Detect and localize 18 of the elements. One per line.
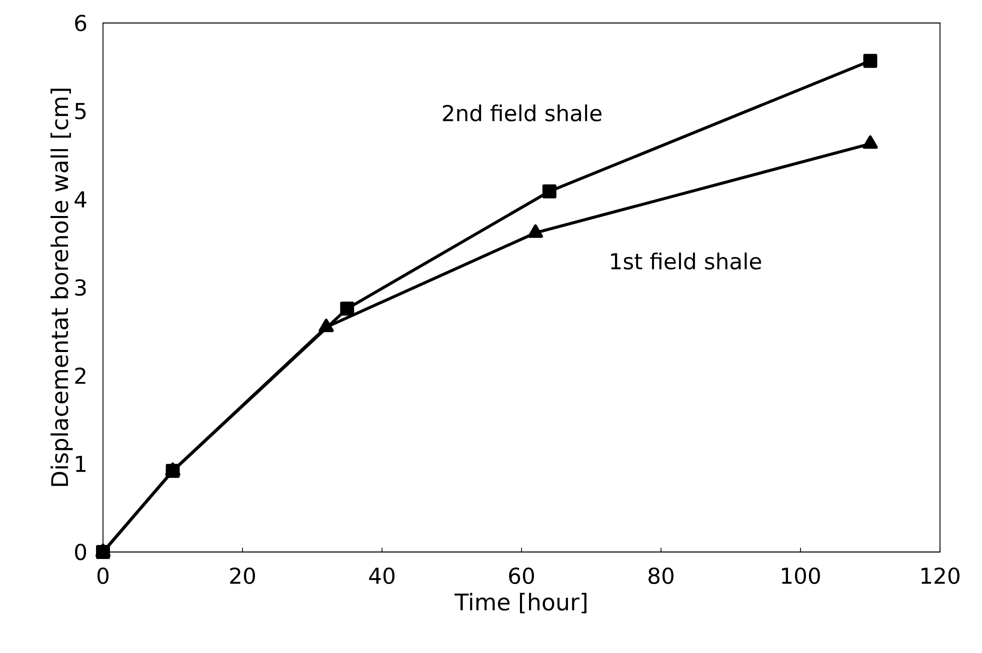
series-label: 1st field shale [611,252,762,270]
y-tick-label: 6 [75,14,86,32]
y-tick-label: 3 [75,279,86,296]
y-tick-label: 1 [76,456,86,472]
y-tick-label: 5 [75,103,86,120]
x-tick-label: 100 [782,567,820,584]
x-tick-label: 20 [230,567,255,584]
y-tick-label: 0 [75,544,86,560]
x-tick-label: 80 [648,567,674,584]
x-tick-label: 40 [369,567,394,584]
x-tick-label: 60 [509,567,534,584]
x-axis-title: Time [hour] [454,592,586,614]
text: 2nd field shale [442,104,602,122]
x-tick-label: 120 [922,567,960,584]
y-tick-label: 2 [75,368,86,384]
y-tick-label: 4 [74,191,86,208]
y-axis-title: Displacementat borehole wall [cm] [50,88,73,486]
x-tick-label: 0 [97,567,109,584]
